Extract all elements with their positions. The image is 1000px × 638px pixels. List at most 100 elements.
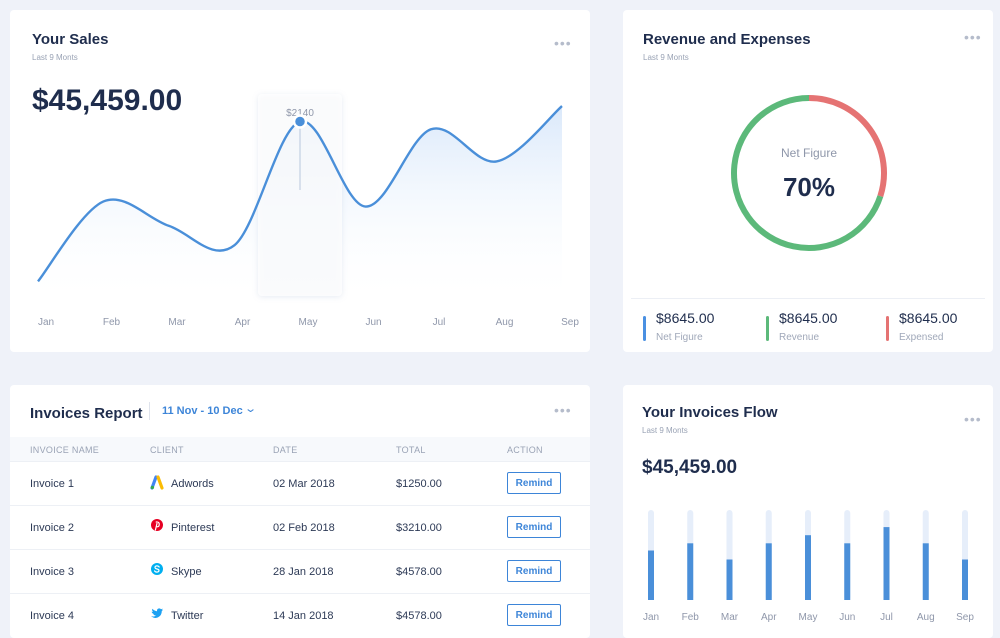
stat-color-bar (886, 316, 889, 341)
invoices-card: Invoices Report 11 Nov - 10 Dec ⌄ ••• IN… (10, 385, 590, 638)
invoices-title: Invoices Report (30, 405, 143, 422)
client-name: Adwords (171, 478, 214, 490)
flow-more-icon[interactable]: ••• (964, 411, 982, 427)
donut-slice-revenue (731, 95, 884, 251)
invoices-flow-card: Jan Feb Mar Apr May Jun Jul Aug Sep Your Invoice… (623, 385, 993, 638)
sales-amount: $45,459.00 (32, 84, 183, 117)
invoice-date: 02 Feb 2018 (273, 522, 335, 534)
column-header: CLIENT (150, 445, 184, 455)
x-tick-label: Sep (561, 317, 579, 328)
stat-label: Expensed (899, 332, 944, 343)
x-tick-label: Sep (956, 612, 974, 623)
invoices-flow-bar-chart: Jan Feb Mar Apr May Jun Jul Aug Sep (643, 510, 974, 623)
sales-title: Your Sales (32, 31, 109, 48)
invoice-name: Invoice 4 (30, 610, 75, 622)
table-row: Invoice 1 Adwords 02 Mar 2018 $1250.00 R… (10, 461, 590, 505)
flow-amount: $45,459.00 (642, 457, 738, 478)
stat-label: Revenue (779, 332, 820, 343)
table-header: INVOICE NAME CLIENT DATE TOTAL ACTION (10, 437, 590, 461)
stat-color-bar (643, 316, 646, 341)
x-tick-label: Apr (761, 612, 777, 623)
x-tick-label: Feb (103, 317, 121, 328)
stat-color-bar (766, 316, 769, 341)
adwords-icon (150, 475, 164, 490)
stat-amount: $8645.00 (656, 310, 715, 326)
revenue-subtitle: Last 9 Monts (643, 53, 689, 62)
donut-value: 70% (782, 172, 836, 202)
divider (631, 298, 985, 299)
table-row: Invoice 3 Skype 28 Jan 2018 $4578.00 Rem… (10, 549, 590, 593)
x-tick-label: Jul (433, 317, 446, 328)
column-header: DATE (273, 445, 298, 455)
invoice-name: Invoice 3 (30, 566, 75, 578)
stat-amount: $8645.00 (779, 310, 838, 326)
tooltip-column (258, 94, 342, 296)
invoice-date: 28 Jan 2018 (273, 566, 334, 578)
column-header: INVOICE NAME (30, 445, 100, 455)
x-tick-label: Apr (235, 317, 251, 328)
x-tick-label: Jan (643, 612, 659, 623)
bar (765, 543, 772, 600)
x-tick-label: Jan (38, 317, 54, 328)
sales-line-chart: $2140 Jan Feb Mar Apr May Jun Jul Aug Sep (37, 94, 579, 328)
client-name: Pinterest (171, 522, 215, 534)
bar (805, 535, 811, 600)
invoice-date: 14 Jan 2018 (273, 610, 334, 622)
invoice-name: Invoice 2 (30, 522, 75, 534)
date-range-dropdown[interactable]: 11 Nov - 10 Dec (162, 405, 243, 417)
chevron-down-icon[interactable]: ⌄ (244, 403, 258, 415)
table-row: Invoice 4 Twitter 14 Jan 2018 $4578.00 R… (10, 593, 590, 637)
donut-caption: Net Figure (780, 146, 838, 160)
revenue-card: Revenue and Expenses Last 9 Monts ••• Ne… (623, 10, 993, 352)
tooltip-value: $2140 (286, 108, 314, 119)
bar (883, 527, 890, 600)
bar (922, 543, 929, 600)
x-tick-label: Jun (365, 317, 381, 328)
revenue-donut-chart (731, 95, 887, 251)
stat-amount: $8645.00 (899, 310, 958, 326)
client-name: Twitter (171, 610, 204, 622)
x-tick-label: Jul (880, 612, 893, 623)
column-header: TOTAL (396, 445, 426, 455)
stat-label: Net Figure (656, 332, 703, 343)
pinterest-icon (151, 519, 163, 531)
table-row: Invoice 2 Pinterest 02 Feb 2018 $3210.00… (10, 505, 590, 549)
remind-button[interactable]: Remind (507, 604, 561, 626)
bar (648, 550, 654, 600)
bar (726, 559, 733, 600)
x-tick-label: Mar (168, 317, 186, 328)
sales-card: $2140 Jan Feb Mar Apr May Jun Jul Aug Sep Your Sa… (10, 10, 590, 352)
remind-button[interactable]: Remind (507, 560, 561, 582)
skype-icon (151, 563, 163, 575)
x-tick-label: May (799, 612, 818, 623)
invoice-total: $4578.00 (396, 610, 442, 622)
bar (962, 559, 968, 600)
x-tick-label: Jun (839, 612, 855, 623)
invoice-name: Invoice 1 (30, 478, 75, 490)
x-tick-label: Aug (496, 317, 514, 328)
flow-subtitle: Last 9 Monts (642, 426, 688, 435)
revenue-more-icon[interactable]: ••• (964, 29, 982, 45)
donut-slice-expensed (808, 95, 887, 198)
x-tick-label: May (299, 317, 318, 328)
revenue-title: Revenue and Expenses (643, 31, 811, 48)
remind-button[interactable]: Remind (507, 472, 561, 494)
twitter-icon (151, 608, 163, 618)
divider (149, 402, 150, 420)
client-name: Skype (171, 566, 202, 578)
invoice-total: $3210.00 (396, 522, 442, 534)
invoices-more-icon[interactable]: ••• (554, 402, 572, 418)
invoice-total: $4578.00 (396, 566, 442, 578)
invoice-date: 02 Mar 2018 (273, 478, 335, 490)
bar (844, 543, 851, 600)
x-tick-label: Aug (917, 612, 935, 623)
sales-subtitle: Last 9 Monts (32, 53, 78, 62)
sales-more-icon[interactable]: ••• (554, 35, 572, 51)
column-header: ACTION (507, 445, 543, 455)
x-tick-label: Mar (721, 612, 739, 623)
x-tick-label: Feb (682, 612, 700, 623)
remind-button[interactable]: Remind (507, 516, 561, 538)
highlight-point (292, 114, 308, 129)
flow-title: Your Invoices Flow (642, 404, 778, 421)
bar (687, 543, 694, 600)
